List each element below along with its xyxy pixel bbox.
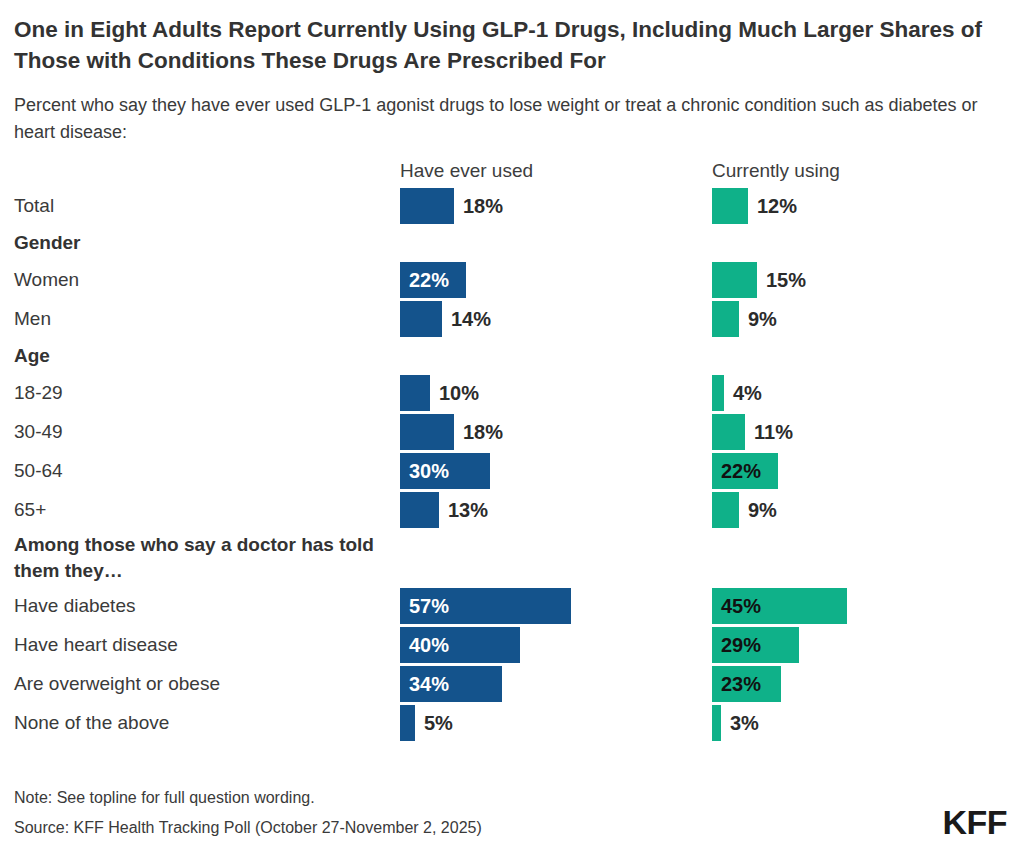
current-value-label: 45%	[721, 588, 761, 624]
chart-row-total: Total 18% 12%	[0, 188, 1024, 224]
current-value-label: 3%	[730, 705, 759, 741]
current-bar	[712, 414, 745, 450]
current-value-label: 4%	[733, 375, 762, 411]
footer-source: Source: KFF Health Tracking Poll (Octobe…	[14, 819, 482, 837]
current-value-label: 12%	[757, 188, 797, 224]
current-value-label: 11%	[754, 414, 793, 450]
ever-value-label: 40%	[409, 627, 449, 663]
column-headers: Have ever used Currently using	[0, 160, 1024, 186]
chart-row-50-64: 50-64 30% 22%	[0, 453, 1024, 489]
chart-row-women: Women 22% 15%	[0, 262, 1024, 298]
current-value-label: 29%	[721, 627, 761, 663]
chart-row-none-of-the-above: None of the above 5% 3%	[0, 705, 1024, 741]
column-header-currently-using: Currently using	[712, 160, 840, 182]
ever-value-label: 57%	[409, 588, 449, 624]
row-label: 18-29	[14, 375, 63, 411]
ever-bar	[400, 492, 439, 528]
row-label: Have diabetes	[14, 588, 135, 624]
section-label: Gender	[14, 228, 414, 258]
row-label: 65+	[14, 492, 46, 528]
chart-row-are-overweight-or-obese: Are overweight or obese 34% 23%	[0, 666, 1024, 702]
chart-row-30-49: 30-49 18% 11%	[0, 414, 1024, 450]
page-title: One in Eight Adults Report Currently Usi…	[14, 14, 989, 76]
chart-row-65: 65+ 13% 9%	[0, 492, 1024, 528]
ever-value-label: 22%	[409, 262, 449, 298]
section-header-age: Age	[0, 341, 1024, 371]
current-value-label: 9%	[748, 492, 777, 528]
ever-value-label: 5%	[424, 705, 453, 741]
current-value-label: 22%	[721, 453, 761, 489]
current-bar	[712, 375, 724, 411]
chart-rows: Total 18% 12% Gender Women 22% 15% Men 14% 9% Age 1…	[0, 188, 1024, 744]
ever-value-label: 18%	[463, 414, 503, 450]
ever-bar	[400, 301, 442, 337]
current-bar	[712, 262, 757, 298]
ever-value-label: 18%	[463, 188, 503, 224]
current-bar	[712, 492, 739, 528]
column-header-have-ever-used: Have ever used	[400, 160, 533, 182]
row-label: 30-49	[14, 414, 63, 450]
row-label: Total	[14, 188, 54, 224]
ever-value-label: 14%	[451, 301, 491, 337]
footer-note: Note: See topline for full question word…	[14, 789, 315, 807]
ever-value-label: 10%	[439, 375, 479, 411]
ever-bar	[400, 414, 454, 450]
current-value-label: 23%	[721, 666, 761, 702]
chart-row-men: Men 14% 9%	[0, 301, 1024, 337]
current-bar	[712, 301, 739, 337]
chart-row-have-heart-disease: Have heart disease 40% 29%	[0, 627, 1024, 663]
chart-row-18-29: 18-29 10% 4%	[0, 375, 1024, 411]
section-label: Age	[14, 341, 414, 371]
current-value-label: 15%	[766, 262, 806, 298]
row-label: Are overweight or obese	[14, 666, 220, 702]
row-label: Have heart disease	[14, 627, 178, 663]
current-bar	[712, 188, 748, 224]
kff-logo: KFF	[942, 803, 1007, 842]
ever-bar	[400, 375, 430, 411]
row-label: 50-64	[14, 453, 63, 489]
section-label: Among those who say a doctor has told th…	[14, 532, 414, 584]
row-label: Women	[14, 262, 79, 298]
ever-bar	[400, 705, 415, 741]
row-label: Men	[14, 301, 51, 337]
row-label: None of the above	[14, 705, 169, 741]
chart-row-have-diabetes: Have diabetes 57% 45%	[0, 588, 1024, 624]
section-header-gender: Gender	[0, 228, 1024, 258]
ever-value-label: 13%	[448, 492, 488, 528]
ever-value-label: 34%	[409, 666, 449, 702]
chart-subtitle: Percent who say they have ever used GLP-…	[14, 92, 999, 146]
section-header-among-those-who-say-a-doctor-has-told-them-they: Among those who say a doctor has told th…	[0, 532, 1024, 584]
current-bar	[712, 705, 721, 741]
current-value-label: 9%	[748, 301, 777, 337]
chart-figure: One in Eight Adults Report Currently Usi…	[0, 0, 1024, 854]
ever-value-label: 30%	[409, 453, 449, 489]
ever-bar	[400, 188, 454, 224]
